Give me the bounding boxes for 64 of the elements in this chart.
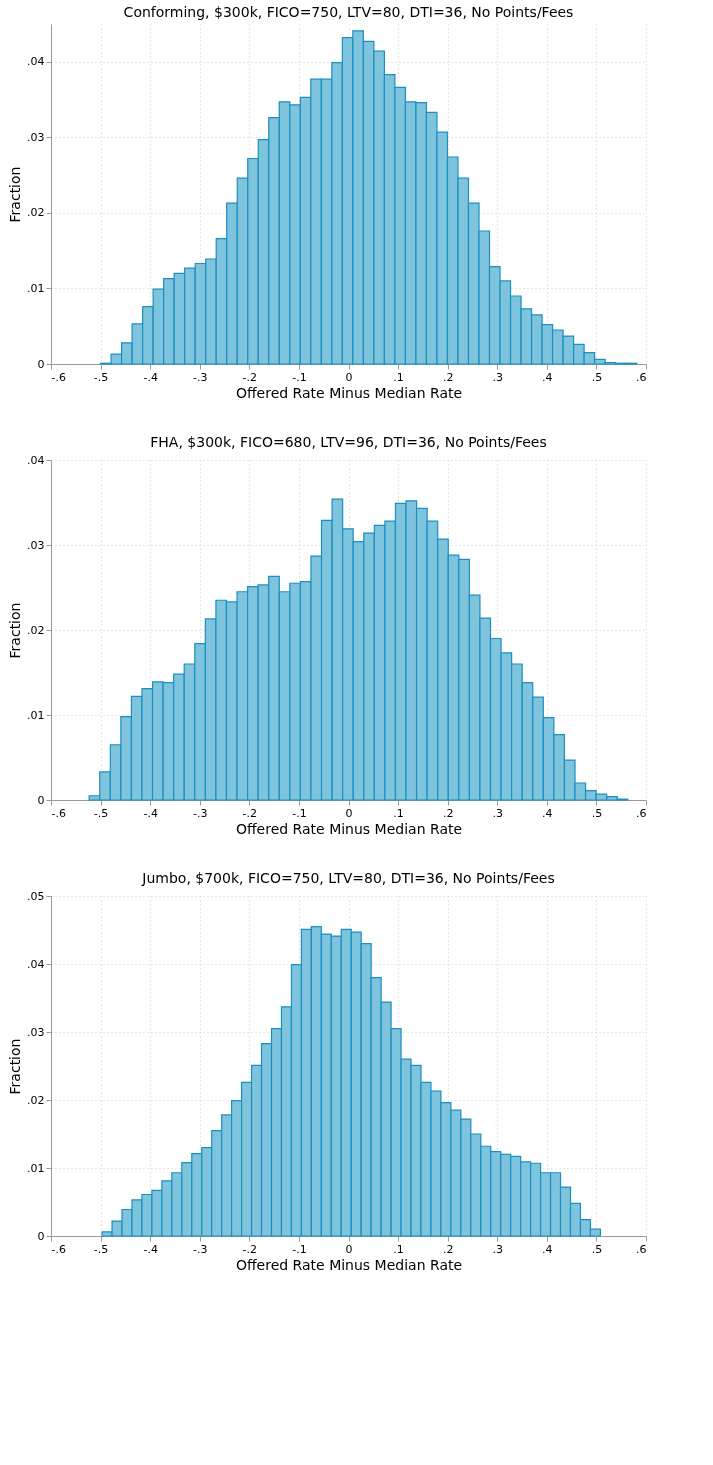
x-tick-label: .2: [442, 370, 454, 384]
x-tick-label: -.6: [51, 1242, 66, 1256]
x-axis-title: Offered Rate Minus Median Rate: [235, 384, 463, 401]
y-tick-label: .04: [27, 957, 45, 971]
x-axis-title: Offered Rate Minus Median Rate: [235, 820, 463, 837]
x-tick-label: -.3: [193, 806, 208, 820]
x-tick-label: -.1: [292, 806, 307, 820]
x-tick-label: .5: [591, 806, 603, 820]
x-tick-label: -.2: [242, 370, 258, 384]
y-tick-label: .03: [27, 130, 45, 144]
x-tick-label: .5: [591, 370, 603, 384]
y-tick-label: 0: [37, 793, 45, 807]
chart-title: Conforming, $300k, FICO=750, LTV=80, DTI=36, No Points/Fees: [123, 4, 574, 20]
y-tick-label: .02: [27, 623, 45, 637]
y-tick-label: .01: [27, 1161, 45, 1175]
x-tick-label: -.1: [292, 1242, 307, 1256]
y-tick-label: .02: [27, 206, 45, 220]
x-tick-label: -.3: [193, 1242, 208, 1256]
x-tick-label: 0: [345, 1242, 353, 1256]
x-tick-label: -.2: [242, 1242, 258, 1256]
x-tick-label: .1: [393, 1242, 404, 1256]
x-tick-label: .2: [442, 1242, 454, 1256]
y-tick-label: .04: [27, 453, 45, 467]
x-tick-label: -.6: [51, 806, 66, 820]
x-tick-label: .6: [636, 370, 647, 384]
x-tick-label: -.3: [193, 370, 208, 384]
y-tick-label: 0: [37, 357, 45, 371]
chart-title: Jumbo, $700k, FICO=750, LTV=80, DTI=36, No Points/Fees: [141, 870, 555, 886]
y-tick-label: .03: [27, 1025, 45, 1039]
x-tick-label: -.5: [93, 1242, 109, 1256]
x-tick-label: .3: [492, 1242, 503, 1256]
y-tick-label: .04: [27, 55, 45, 69]
x-tick-label: .4: [542, 370, 553, 384]
x-axis-title: Offered Rate Minus Median Rate: [235, 1256, 463, 1273]
x-tick-label: .4: [542, 806, 553, 820]
y-tick-label: 0: [37, 1229, 45, 1243]
x-tick-label: -.4: [143, 1242, 158, 1256]
x-tick-label: .3: [492, 806, 503, 820]
x-tick-label: .3: [492, 370, 503, 384]
x-tick-label: -.5: [93, 806, 109, 820]
y-tick-label: .05: [27, 889, 45, 903]
x-tick-label: -.5: [93, 370, 109, 384]
x-tick-label: -.6: [51, 370, 66, 384]
x-tick-label: 0: [345, 806, 353, 820]
x-tick-label: .6: [636, 806, 647, 820]
x-tick-label: .2: [442, 806, 454, 820]
x-tick-label: -.4: [143, 370, 158, 384]
y-tick-label: .02: [27, 1093, 45, 1107]
x-tick-label: -.4: [143, 806, 158, 820]
y-axis-title: Fraction: [7, 602, 24, 659]
x-tick-label: .4: [542, 1242, 553, 1256]
y-tick-label: .03: [27, 538, 45, 552]
y-tick-label: .01: [27, 281, 45, 295]
chart-title: FHA, $300k, FICO=680, LTV=96, DTI=36, No Points/Fees: [150, 434, 547, 450]
x-tick-label: -.2: [242, 806, 258, 820]
x-tick-label: -.1: [292, 370, 307, 384]
x-tick-label: .5: [591, 1242, 603, 1256]
x-tick-label: 0: [345, 370, 353, 384]
y-axis-title: Fraction: [7, 166, 24, 223]
x-tick-label: .6: [636, 1242, 647, 1256]
y-tick-label: .01: [27, 708, 45, 722]
x-tick-label: .1: [393, 370, 404, 384]
x-tick-label: .1: [393, 806, 404, 820]
y-axis-title: Fraction: [7, 1038, 24, 1095]
